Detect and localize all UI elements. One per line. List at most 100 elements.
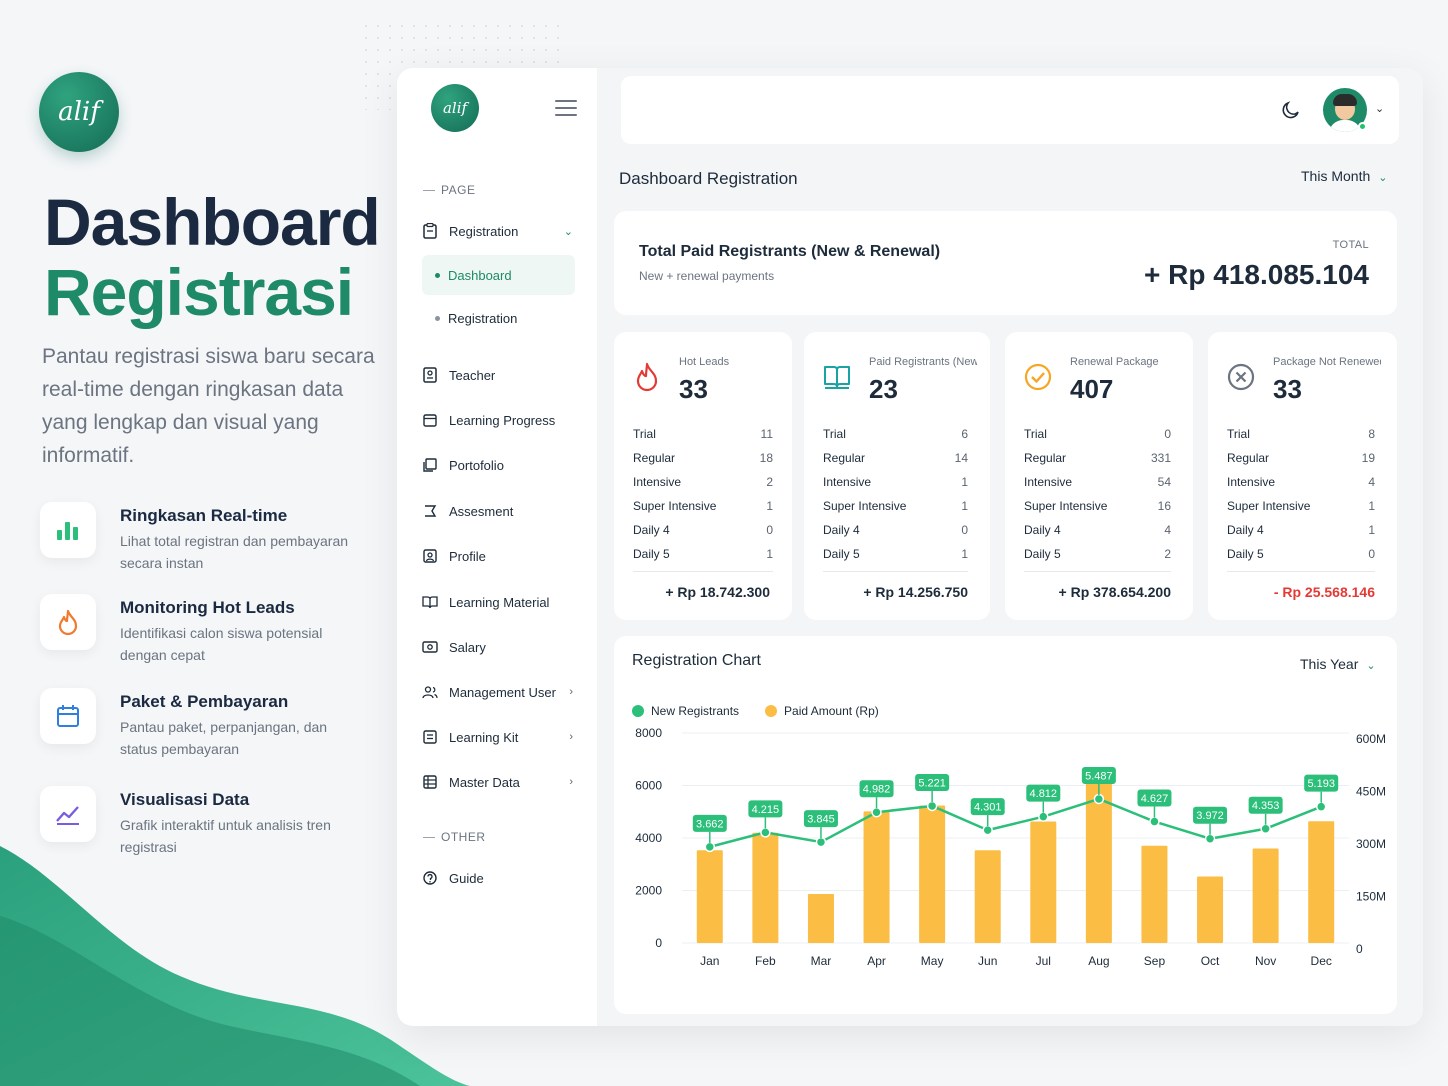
chart-period-select[interactable]: This Year ⌄ (1300, 656, 1376, 672)
feature-visualization: Visualisasi Data Grafik interaktif untuk… (40, 786, 370, 866)
divider (1024, 571, 1171, 572)
sidebar-subitem-registration[interactable]: Registration (422, 298, 575, 338)
data-label: 3.845 (807, 814, 835, 826)
bar-paid-amount (919, 805, 946, 943)
stat-row: Trial 0 (1024, 427, 1171, 441)
sidebar-item-portofolio[interactable]: Portofolio (421, 448, 577, 482)
sidebar-item-label: Master Data (449, 774, 520, 790)
point-new-registrants (1093, 793, 1105, 805)
data-label-bg (970, 798, 1005, 816)
legend-item-paid-amount[interactable]: Paid Amount (Rp) (765, 704, 879, 718)
stat-total: + Rp 378.654.200 (1058, 584, 1171, 600)
sidebar-item-master-data[interactable]: Master Data › (421, 765, 577, 799)
data-label-bg (859, 780, 894, 798)
y-right-tick: 600M (1356, 732, 1386, 746)
stat-card-renewal: Renewal Package 407 Trial 0 Regular 331 In… (1005, 332, 1193, 620)
point-new-registrants (1149, 816, 1160, 827)
stat-row: Trial 8 (1227, 427, 1375, 441)
sidebar-item-label: Learning Material (449, 594, 550, 610)
stat-rows: Trial 8 Regular 19 Intensive 4 Super Intens… (1227, 422, 1375, 566)
sidebar-item-learning-kit[interactable]: Learning Kit › (421, 720, 577, 754)
feature-desc: Lihat total registran dan pembayaran sec… (120, 533, 349, 571)
sidebar-item-profile[interactable]: Profile (421, 539, 577, 573)
point-new-registrants (815, 836, 827, 848)
x-tick-label: Dec (1311, 954, 1332, 968)
stat-row: Super Intensive 16 (1024, 499, 1171, 513)
book-icon (421, 593, 439, 611)
legend-item-new-registrants[interactable]: New Registrants (632, 704, 739, 718)
data-label-bg (1248, 796, 1283, 814)
app-logo[interactable]: alif (431, 84, 479, 132)
divider (1227, 571, 1375, 572)
data-label-bg (1026, 784, 1061, 802)
stat-value: 33 (679, 374, 708, 404)
sidebar-item-label: Registration (449, 223, 519, 239)
bar-paid-amount (1252, 848, 1279, 943)
total-card-label: TOTAL (1332, 239, 1369, 251)
app-window: alif PAGE Registration ⌄ Dashboard Regis… (397, 68, 1423, 1026)
y-left-tick: 4000 (635, 831, 662, 845)
feature-title: Monitoring Hot Leads (120, 598, 295, 617)
bullet-icon (435, 272, 440, 278)
sidebar-item-learning-progress[interactable]: Learning Progress (421, 403, 577, 437)
chart-title: Registration Chart (632, 652, 761, 669)
sidebar-item-management-user[interactable]: Management User › (421, 675, 577, 709)
moon-icon[interactable] (1281, 100, 1301, 120)
total-card-subtitle: New + renewal payments (639, 269, 775, 283)
y-right-tick: 300M (1356, 837, 1386, 851)
x-tick-label: Jun (978, 954, 997, 968)
stat-row: Regular 331 (1024, 451, 1171, 465)
money-icon (421, 638, 439, 656)
brand-logo: alif (39, 72, 119, 152)
y-left-tick: 8000 (635, 726, 662, 740)
sidebar-item-label: Management User (449, 684, 556, 700)
point-new-registrants (704, 841, 716, 853)
section-label-page: PAGE (423, 183, 475, 197)
stat-row: Intensive 2 (633, 475, 773, 489)
sidebar-item-registration[interactable]: Registration ⌄ (421, 214, 577, 248)
online-status-dot (1358, 122, 1367, 131)
stat-card-hot-leads: Hot Leads 33 Trial 11 Regular 18 Intensive… (614, 332, 792, 620)
chevron-right-icon: › (569, 686, 573, 698)
x-tick-label: Mar (811, 954, 832, 968)
data-label-bg (1137, 789, 1172, 807)
point-new-registrants (1260, 823, 1271, 834)
sidebar-item-teacher[interactable]: Teacher (421, 358, 577, 392)
y-right-tick: 450M (1356, 785, 1386, 799)
stat-value: 23 (869, 374, 898, 404)
data-label-bg (803, 810, 838, 828)
data-label: 5.221 (918, 777, 946, 789)
stat-row: Super Intensive 1 (633, 499, 773, 513)
stat-label: Package Not Renewed (1273, 356, 1381, 368)
hero-title: Dashboard (44, 185, 381, 259)
stat-row: Regular 19 (1227, 451, 1375, 465)
total-card-title: Total Paid Registrants (New & Renewal) (639, 243, 941, 260)
x-tick-label: Aug (1088, 954, 1109, 968)
point-new-registrants (982, 824, 993, 836)
data-label-bg (692, 814, 727, 832)
chevron-down-icon[interactable]: ⌄ (1375, 103, 1385, 115)
period-select[interactable]: This Month ⌄ (1301, 168, 1387, 184)
sidebar-subitem-dashboard[interactable]: Dashboard (422, 255, 575, 295)
stat-value: 33 (1273, 374, 1302, 404)
x-tick-label: Apr (867, 954, 886, 968)
feature-desc: Grafik interaktif untuk analisis tren re… (120, 817, 331, 855)
chevron-down-icon: ⌄ (563, 225, 573, 238)
sidebar-item-learning-material[interactable]: Learning Material (421, 585, 577, 619)
sidebar-item-assesment[interactable]: Assesment (421, 494, 577, 528)
stat-row: Super Intensive 1 (1227, 499, 1375, 513)
menu-toggle-icon[interactable] (555, 100, 577, 116)
sidebar-item-salary[interactable]: Salary (421, 630, 577, 664)
bar-paid-amount (1030, 821, 1057, 943)
chevron-right-icon: › (569, 731, 573, 743)
x-tick-label: Jul (1036, 954, 1051, 968)
sidebar-item-label: Salary (449, 639, 486, 655)
sidebar-item-guide[interactable]: Guide (421, 861, 577, 895)
stat-value: 407 (1070, 374, 1114, 404)
bullet-icon (435, 315, 440, 321)
stat-label: Hot Leads (679, 356, 730, 368)
stat-label: Paid Registrants (New) (869, 356, 977, 368)
